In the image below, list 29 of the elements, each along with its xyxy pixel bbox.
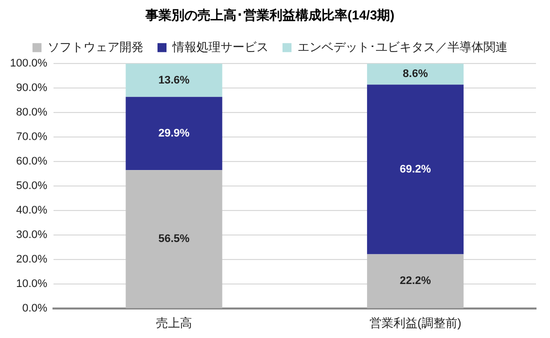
data-label: 13.6% xyxy=(158,74,190,86)
y-tick-label: 80.0% xyxy=(16,106,48,119)
bar xyxy=(126,64,222,97)
y-tick-label: 70.0% xyxy=(16,131,48,144)
x-tick-label: 営業利益(調整前) xyxy=(369,316,462,330)
chart-title: 事業別の売上高･営業利益構成比率(14/3期) xyxy=(144,7,394,22)
x-tick-label: 売上高 xyxy=(156,316,192,330)
legend-label: ソフトウェア開発 xyxy=(48,40,144,54)
legend-label: エンベデット･ユビキタス／半導体関連 xyxy=(298,40,508,54)
data-label: 29.9% xyxy=(158,128,190,140)
y-tick-label: 50.0% xyxy=(16,180,48,192)
data-label: 56.5% xyxy=(158,233,190,246)
y-tick-label: 60.0% xyxy=(16,156,48,168)
y-tick-label: 100.0% xyxy=(10,58,48,70)
data-label: 22.2% xyxy=(400,275,432,288)
y-tick-label: 20.0% xyxy=(16,254,48,266)
bar xyxy=(126,96,222,170)
bar xyxy=(367,84,464,254)
legend-label: 情報処理サービス xyxy=(172,40,268,54)
y-tick-label: 0.0% xyxy=(22,302,48,315)
y-tick-label: 90.0% xyxy=(16,82,48,94)
bar xyxy=(367,64,464,85)
y-tick-label: 30.0% xyxy=(16,229,48,242)
bar xyxy=(126,170,222,308)
data-label: 69.2% xyxy=(400,163,432,176)
data-label: 8.6% xyxy=(402,68,428,80)
y-tick-label: 10.0% xyxy=(16,278,48,290)
bar xyxy=(367,254,464,308)
y-tick-label: 40.0% xyxy=(16,204,48,217)
